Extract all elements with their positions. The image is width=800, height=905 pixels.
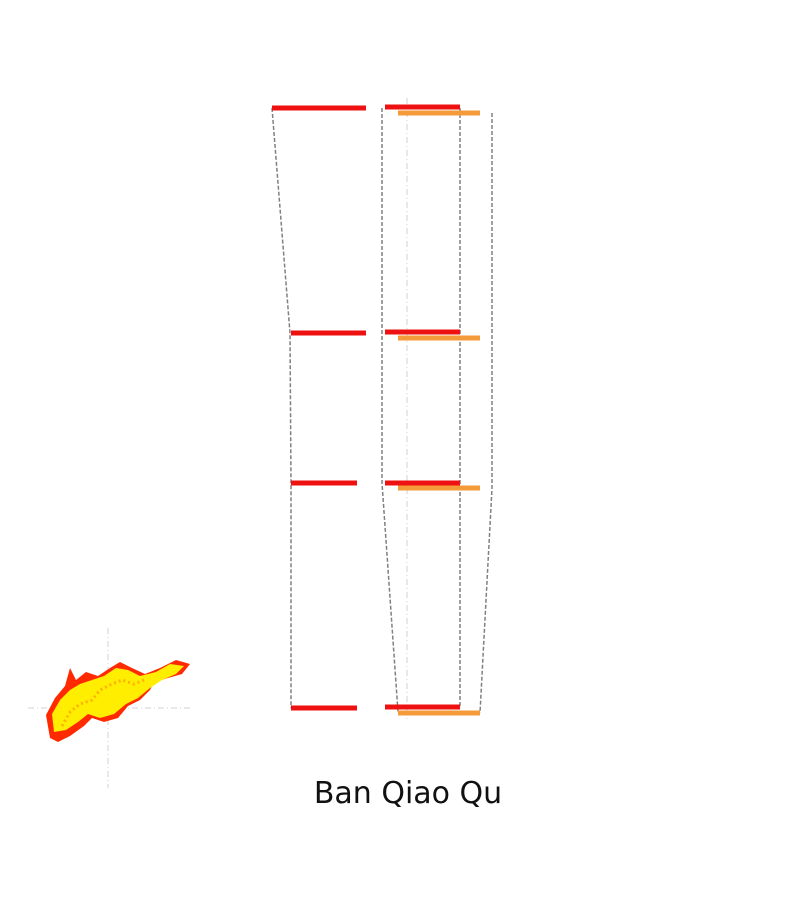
outline-right <box>479 113 493 714</box>
map-title: Ban Qiao Qu <box>313 776 503 811</box>
locator-region-fill <box>52 664 184 732</box>
district-locator-icon <box>28 628 190 788</box>
outline-mid-left <box>381 108 399 713</box>
locator-region-texture <box>60 678 145 727</box>
outline-left <box>271 107 292 708</box>
district-level-bars <box>272 104 480 716</box>
district-outlines <box>271 98 493 722</box>
